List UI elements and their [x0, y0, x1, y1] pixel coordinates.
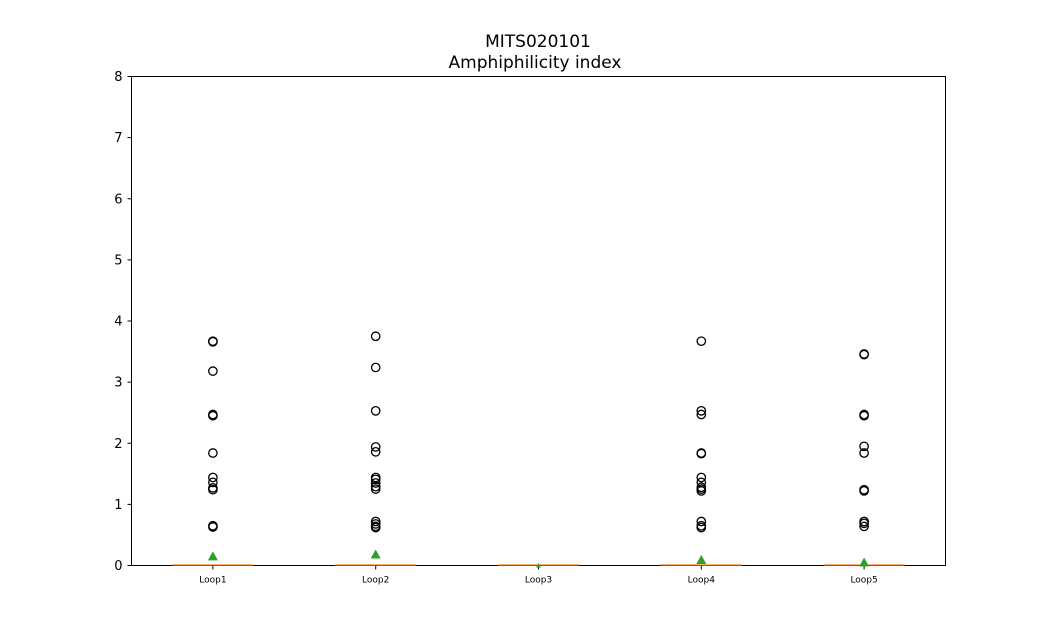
outlier-point	[696, 406, 707, 416]
mean-marker	[696, 554, 707, 564]
y-tick-label: 7	[114, 131, 122, 146]
outlier-point	[370, 516, 381, 527]
outlier-point	[696, 522, 707, 533]
outlier-point	[696, 409, 707, 420]
box-loop2	[334, 331, 417, 567]
outlier-point	[696, 336, 707, 347]
y-tick-label: 2	[114, 437, 122, 452]
y-tick-label: 6	[114, 192, 122, 207]
outlier-point	[208, 336, 218, 347]
x-tick-label: Loop5	[850, 576, 877, 586]
box-loop3	[497, 563, 580, 568]
outlier-point	[859, 410, 869, 421]
plot-area	[131, 76, 946, 566]
outlier-point	[696, 472, 707, 483]
outlier-point	[370, 406, 381, 416]
mean-marker	[859, 557, 870, 567]
x-tick-label: Loop2	[362, 576, 389, 586]
y-tick-label: 8	[114, 70, 122, 85]
x-axis: Loop1 Loop2 Loop3 Loop4 Loop5	[199, 565, 878, 586]
outlier-point	[208, 477, 218, 488]
outlier-point	[370, 481, 381, 492]
outlier-point	[696, 516, 707, 527]
x-tick-label: Loop3	[525, 576, 552, 586]
outlier-point	[208, 472, 218, 483]
outlier-point	[859, 486, 869, 496]
y-tick-label: 5	[114, 253, 122, 268]
chart-subtitle: Amphiphilicity index	[449, 53, 622, 73]
y-tick-label: 4	[114, 315, 122, 330]
outlier-point	[370, 331, 381, 342]
mean-marker	[207, 551, 218, 561]
chart-title: MITS020101	[485, 32, 591, 52]
outlier-point	[859, 349, 869, 360]
box-loop4	[660, 336, 743, 567]
outlier-point	[859, 518, 869, 529]
outlier-point	[208, 448, 218, 458]
outlier-point	[370, 484, 381, 494]
outlier-point	[696, 486, 707, 496]
mean-marker	[370, 549, 381, 559]
outlier-point	[208, 522, 218, 532]
outlier-point	[208, 366, 218, 376]
box-series	[171, 331, 906, 568]
y-axis: 0 1 2 3 4 5 6 7 8	[114, 70, 132, 574]
outlier-point	[208, 484, 218, 495]
outlier-point	[370, 362, 381, 373]
y-tick-label: 1	[114, 498, 122, 513]
outlier-point	[370, 522, 381, 533]
x-tick-label: Loop4	[688, 576, 716, 586]
outlier-point	[859, 521, 869, 532]
outlier-point	[859, 448, 869, 458]
outlier-point	[859, 441, 869, 452]
y-tick-label: 0	[114, 559, 122, 574]
outlier-point	[370, 442, 381, 452]
outlier-point	[370, 446, 381, 457]
outlier-point	[370, 478, 381, 488]
outlier-point	[208, 410, 218, 421]
outlier-point	[370, 474, 381, 485]
mean-marker	[536, 563, 541, 568]
outlier-point	[696, 448, 707, 459]
x-tick-label: Loop1	[199, 576, 226, 586]
box-loop5	[822, 349, 906, 567]
y-tick-label: 3	[114, 376, 122, 391]
box-loop1	[171, 336, 255, 567]
outlier-point	[370, 519, 381, 529]
